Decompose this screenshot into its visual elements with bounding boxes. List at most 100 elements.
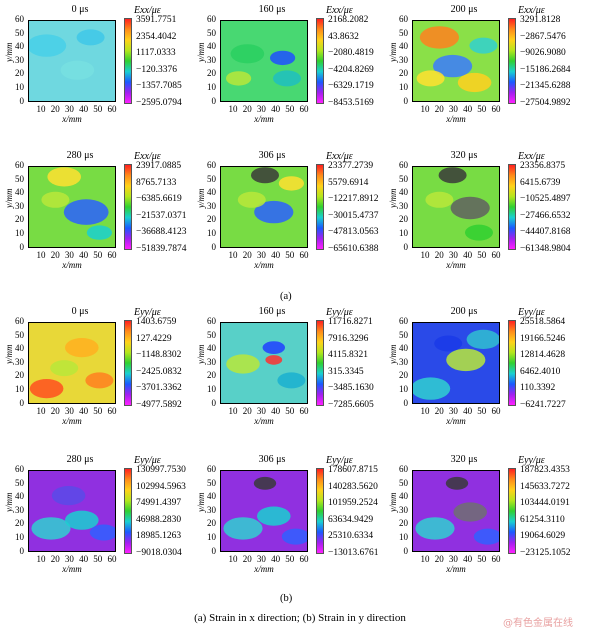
colorbar [508, 468, 516, 554]
x-tick-label: 20 [242, 554, 252, 564]
x-tick-label: 60 [107, 406, 117, 416]
y-tick-label: 60 [15, 14, 24, 24]
colorbar-value: 3591.7751 [136, 15, 177, 25]
colorbar-value: −2425.0832 [136, 366, 182, 377]
strain-field-contours [29, 29, 105, 80]
y-tick-label: 10 [207, 228, 216, 238]
contour-region [434, 335, 463, 352]
contour-region [262, 341, 285, 354]
y-tick-label: 50 [207, 329, 216, 340]
colorbar-value: −27504.9892 [520, 98, 571, 108]
strain-field-map [412, 470, 500, 552]
panel-time-label: 306 μs [258, 150, 286, 161]
y-tick-label: 20 [399, 68, 408, 79]
contour-region [60, 60, 95, 80]
x-tick-label: 10 [228, 250, 238, 260]
colorbar-quantity-label: Exx/με [326, 151, 353, 162]
x-tick-label: 10 [420, 104, 430, 114]
contour-region [237, 191, 266, 208]
colorbar-value: −10525.4897 [520, 194, 571, 205]
colorbar [316, 18, 324, 104]
contour-region [265, 355, 283, 365]
x-tick-label: 20 [242, 250, 252, 260]
y-tick-label: 20 [399, 370, 408, 381]
panel-time-label: 320 μs [450, 150, 478, 161]
y-tick-label: 50 [15, 27, 24, 38]
x-axis-label: x/mm [254, 564, 274, 574]
x-tick-label: 60 [299, 104, 309, 114]
contour-region [473, 528, 499, 545]
contour-region [270, 50, 296, 66]
x-tick-label: 30 [256, 554, 266, 564]
contour-region [29, 34, 67, 57]
colorbar [124, 468, 132, 554]
y-tick-label: 50 [15, 477, 24, 488]
x-tick-label: 40 [271, 554, 281, 564]
y-tick-label: 60 [399, 316, 408, 326]
contour-region [29, 379, 64, 399]
strain-field-contours [29, 338, 114, 399]
colorbar-quantity-label: Exx/με [518, 5, 545, 16]
strain-field-contours [223, 476, 307, 545]
colorbar-value: 145633.7272 [520, 481, 570, 492]
contour-region [413, 377, 451, 400]
x-tick-label: 40 [79, 250, 89, 260]
x-tick-label: 10 [36, 104, 46, 114]
y-tick-label: 50 [15, 173, 24, 184]
panel-time-label: 200 μs [450, 306, 478, 317]
y-tick-label: 20 [15, 370, 24, 381]
contour-region [226, 354, 260, 374]
x-tick-label: 20 [434, 406, 444, 416]
colorbar-value: −1357.7085 [136, 81, 182, 92]
strain-panel: 306 μs Eyy/με y/mm 60 50 40 30 20 10 0 10 20 30 40 50 6… [192, 450, 384, 596]
colorbar-value: 101959.2524 [328, 498, 378, 509]
x-axis-label: x/mm [62, 564, 82, 574]
strain-panel: 280 μs Eyy/με y/mm 60 50 40 30 20 10 0 10 20 30 40 50 6… [0, 450, 192, 596]
contour-region [41, 191, 70, 208]
contour-region [446, 348, 486, 372]
colorbar-value: −30015.4737 [328, 210, 379, 221]
strain-panel: 0 μs Exx/με y/mm 60 50 40 30 20 10 0 10 20 30 40 50 60 x… [0, 0, 192, 146]
y-tick-label: 10 [15, 384, 24, 394]
x-tick-label: 10 [228, 554, 238, 564]
colorbar-value: −27466.6532 [520, 210, 571, 221]
colorbar-value: −2595.0794 [136, 98, 182, 108]
colorbar-quantity-label: Eyy/με [518, 307, 545, 318]
x-tick-label: 60 [299, 250, 309, 260]
x-axis-label: x/mm [62, 114, 82, 124]
colorbar [316, 164, 324, 250]
x-tick-label: 20 [434, 104, 444, 114]
y-tick-label: 40 [399, 187, 408, 198]
colorbar-quantity-label: Exx/με [134, 151, 161, 162]
y-tick-label: 0 [211, 241, 217, 252]
y-tick-label: 60 [207, 316, 216, 326]
colorbar-value: 2168.2082 [328, 15, 369, 25]
y-tick-label: 30 [399, 504, 408, 515]
colorbar-value: −61348.9804 [520, 244, 571, 254]
y-tick-label: 20 [207, 214, 216, 225]
y-tick-label: 30 [207, 504, 216, 515]
colorbar-value: 5579.6914 [328, 177, 369, 188]
y-tick-label: 0 [403, 241, 409, 252]
y-tick-label: 10 [207, 532, 216, 542]
x-tick-label: 60 [107, 250, 117, 260]
colorbar-quantity-label: Exx/με [326, 5, 353, 16]
y-tick-label: 30 [399, 356, 408, 367]
x-tick-label: 10 [36, 406, 46, 416]
x-axis-label: x/mm [254, 114, 274, 124]
x-tick-label: 50 [93, 554, 103, 564]
colorbar-value: −44407.8168 [520, 227, 571, 238]
x-tick-label: 10 [420, 554, 430, 564]
colorbar-value: 6462.4010 [520, 366, 561, 377]
x-axis-label: x/mm [62, 260, 82, 270]
colorbar-value: −1148.8302 [136, 350, 182, 361]
colorbar-value: −120.3376 [136, 64, 177, 75]
contour-region [223, 517, 263, 540]
x-tick-label: 40 [463, 406, 473, 416]
y-tick-label: 10 [399, 384, 408, 394]
colorbar-value: −9018.0304 [136, 548, 182, 558]
y-tick-label: 60 [15, 464, 24, 474]
colorbar-value: 63634.9429 [328, 514, 374, 525]
strain-panel: 200 μs Eyy/με y/mm 60 50 40 30 20 10 0 10 20 30 40 50 6… [384, 302, 576, 448]
y-tick-label: 10 [15, 82, 24, 92]
